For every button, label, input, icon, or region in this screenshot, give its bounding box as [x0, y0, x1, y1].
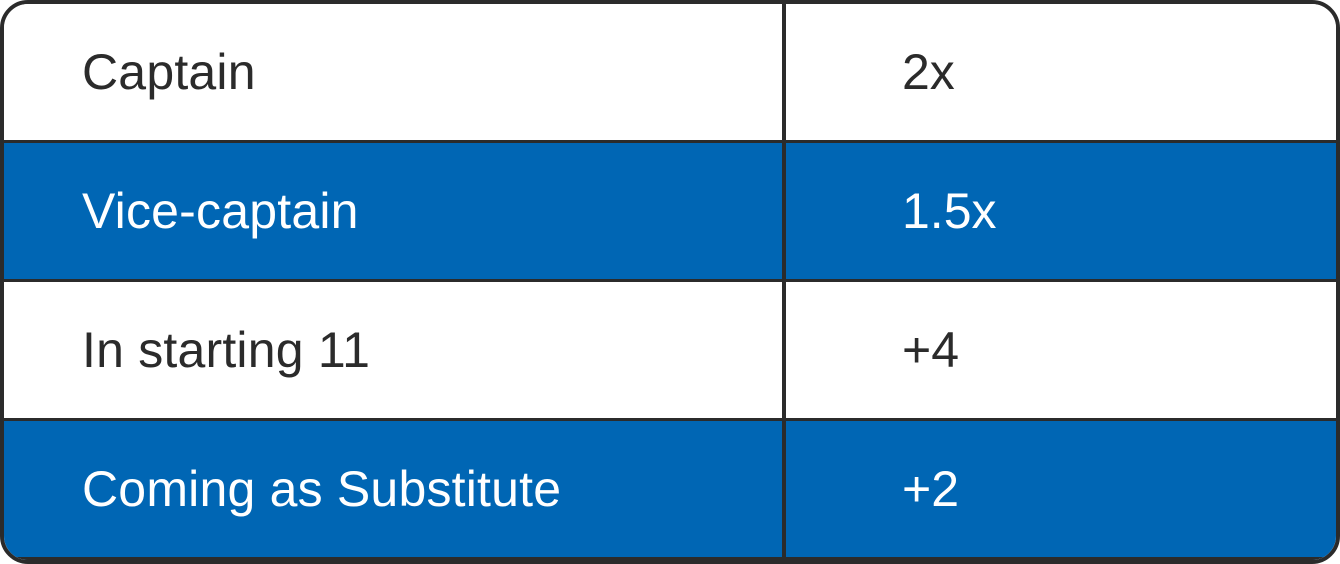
table-row-vice-captain: Vice-captain 1.5x — [4, 143, 1336, 282]
table-row-substitute: Coming as Substitute +2 — [4, 421, 1336, 560]
table-row-starting-11: In starting 11 +4 — [4, 282, 1336, 421]
row-label: Coming as Substitute — [82, 461, 562, 517]
row-label: In starting 11 — [82, 322, 371, 378]
row-label: Vice-captain — [82, 183, 359, 239]
table-row-captain: Captain 2x — [4, 4, 1336, 143]
row-label: Captain — [82, 44, 256, 100]
row-value: 2x — [902, 44, 955, 100]
row-value: 1.5x — [902, 183, 997, 239]
row-value: +4 — [902, 322, 960, 378]
column-divider — [782, 4, 786, 560]
row-value: +2 — [902, 461, 960, 517]
